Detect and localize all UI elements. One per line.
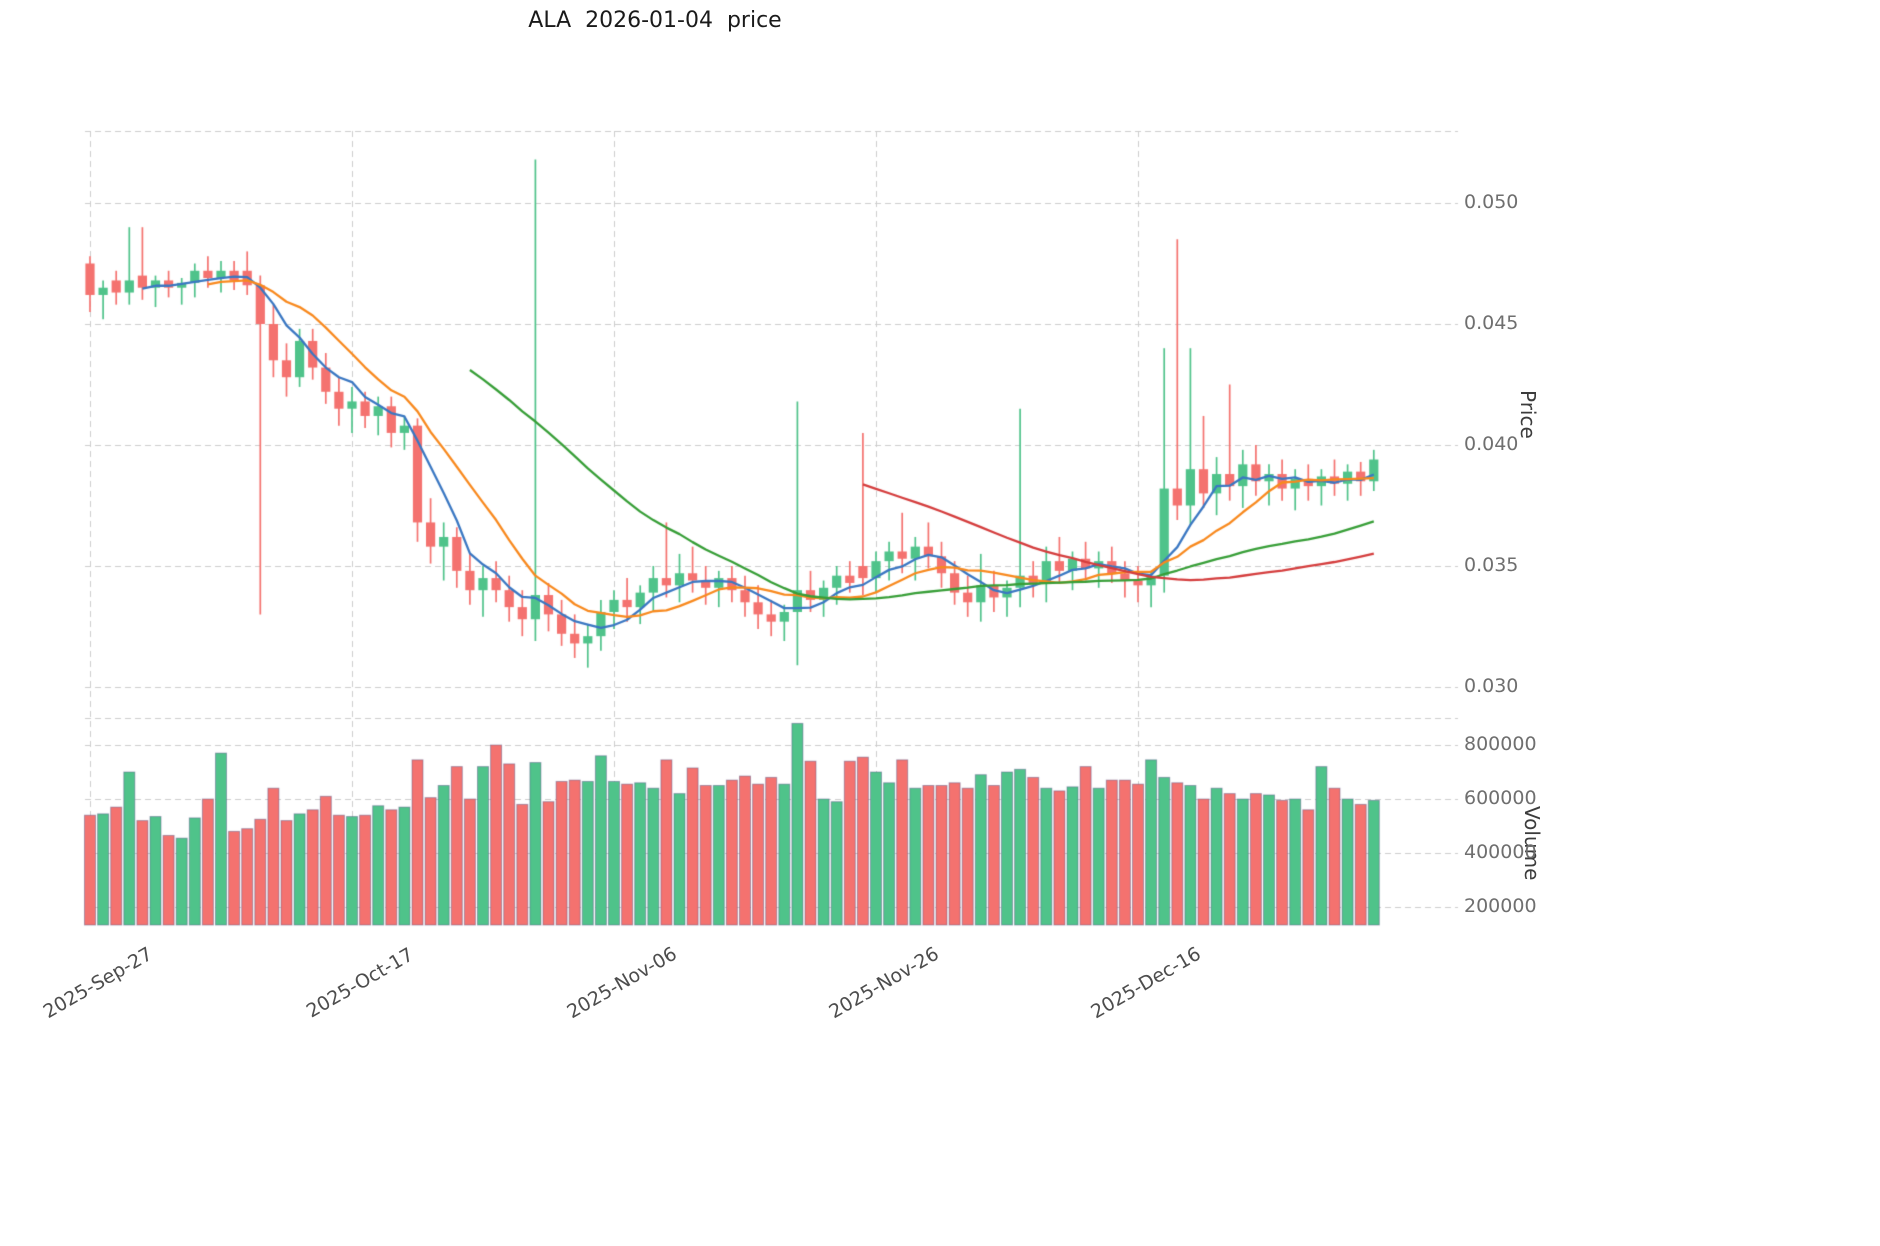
price-tick-label: 0.035 (1464, 554, 1519, 576)
volume-tick-label: 600000 (1464, 787, 1537, 809)
price-tick-label: 0.050 (1464, 191, 1519, 213)
volume-tick-label: 800000 (1464, 733, 1537, 755)
price-tick-label: 0.045 (1464, 312, 1519, 334)
volume-tick-label: 200000 (1464, 895, 1537, 917)
chart-title: ALA 2026-01-04 price (528, 8, 782, 33)
price-tick-label: 0.040 (1464, 433, 1519, 455)
volume-tick-label: 400000 (1464, 841, 1537, 863)
price-tick-label: 0.030 (1464, 675, 1519, 697)
volume-axis-label: Volume (1520, 806, 1544, 881)
price-axis-label: Price (1516, 390, 1540, 439)
